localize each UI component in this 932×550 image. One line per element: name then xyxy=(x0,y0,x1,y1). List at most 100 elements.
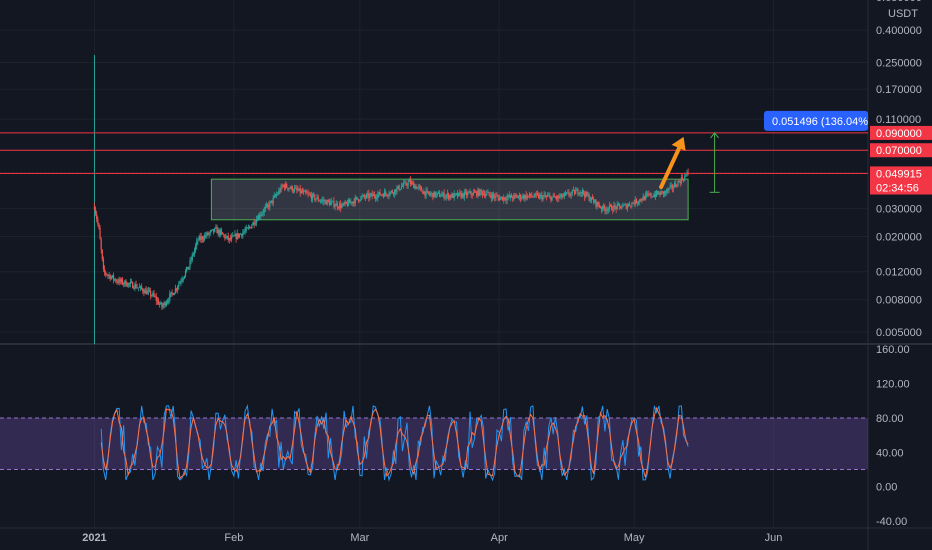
candle-body xyxy=(509,195,512,198)
candle-body xyxy=(361,196,363,198)
candle-body xyxy=(125,280,127,286)
candle-body xyxy=(307,193,309,195)
candle-body xyxy=(657,191,659,195)
candle-body xyxy=(269,202,271,208)
candle-body xyxy=(453,193,455,198)
x-tick-label: Mar xyxy=(350,532,369,544)
candle-body xyxy=(173,293,175,296)
candle-body xyxy=(563,193,566,196)
candle-body xyxy=(341,205,343,209)
candle-body xyxy=(464,191,467,193)
candle-body xyxy=(634,199,636,205)
candle-body xyxy=(396,188,398,193)
candle-body xyxy=(541,194,543,200)
candle-body xyxy=(367,193,369,195)
candle-body xyxy=(129,282,132,284)
candle-body xyxy=(182,278,184,280)
candle-body xyxy=(552,195,554,197)
candle-body xyxy=(485,194,487,197)
candle-body xyxy=(332,200,334,202)
candle-body xyxy=(445,195,447,197)
candle-body xyxy=(383,191,386,197)
measure-arrowhead xyxy=(710,132,719,139)
candle-body xyxy=(622,205,624,208)
candle-body xyxy=(227,235,229,240)
candle-body xyxy=(364,196,367,198)
candle-body xyxy=(350,201,352,203)
candle-body xyxy=(243,231,245,233)
candle-body xyxy=(259,215,261,217)
candle-body xyxy=(379,191,381,196)
candle-body xyxy=(139,286,142,288)
candle-body xyxy=(444,196,446,199)
candle-body xyxy=(615,206,617,210)
candle-body xyxy=(306,192,308,194)
candle-body xyxy=(560,193,562,197)
candle-body xyxy=(210,230,212,232)
candle-body xyxy=(413,182,415,189)
candle-body xyxy=(172,293,174,296)
candle-body xyxy=(196,240,198,246)
candle-body xyxy=(200,236,202,240)
price-tick-label: 0.400000 xyxy=(876,25,922,37)
candle-body xyxy=(666,189,668,193)
candle-body xyxy=(443,192,445,199)
candle-body xyxy=(313,194,315,195)
candle-body xyxy=(405,182,407,185)
candle-body xyxy=(400,186,402,190)
candle-body xyxy=(371,193,373,197)
candle-body xyxy=(533,196,535,198)
candle-body xyxy=(171,292,173,294)
candle-body xyxy=(616,204,618,210)
candle-body xyxy=(570,192,572,196)
price-tick-label: 0.110000 xyxy=(876,114,921,126)
candle-body xyxy=(595,199,597,207)
candle-body xyxy=(516,195,518,198)
price-tick-label: 0.650000 xyxy=(876,0,922,4)
candle-body xyxy=(347,200,350,206)
candle-body xyxy=(352,201,354,204)
candle-body xyxy=(208,233,210,235)
candle-body xyxy=(409,180,411,184)
candle-body xyxy=(636,202,639,204)
axis-layer: 2021 Feb Mar Apr May Jun 0.650000 0.400000 0.250… xyxy=(82,0,922,544)
candle-body xyxy=(119,279,121,282)
candle-body xyxy=(358,199,360,202)
candle-body xyxy=(154,296,156,297)
candle-body xyxy=(253,222,255,225)
candle-body xyxy=(566,192,568,194)
candle-body xyxy=(427,191,429,194)
candle-body xyxy=(151,295,153,297)
candle-body xyxy=(279,190,281,192)
candle-body xyxy=(512,197,514,199)
candle-body xyxy=(431,193,433,194)
candle-body xyxy=(454,193,456,195)
candle-body xyxy=(112,275,115,280)
candle-body xyxy=(635,199,637,204)
candle-body xyxy=(181,279,183,282)
candle-body xyxy=(272,197,274,203)
candle-body xyxy=(385,191,387,194)
candle-body xyxy=(486,192,488,195)
candle-body xyxy=(589,200,591,201)
candle-body xyxy=(128,283,130,284)
projection-arrow-shaft[interactable] xyxy=(659,142,683,190)
candle-body xyxy=(370,193,372,195)
price-tick-label: 0.030000 xyxy=(876,204,922,216)
candle-body xyxy=(319,201,322,202)
candle-body xyxy=(654,194,657,197)
candle-body xyxy=(549,195,551,197)
candle-body xyxy=(487,192,489,193)
candle-body xyxy=(198,236,200,241)
candle-body xyxy=(96,214,98,220)
candle-body xyxy=(605,209,607,211)
candle-body xyxy=(457,193,459,197)
candle-body xyxy=(327,200,329,202)
candle-body xyxy=(629,204,631,206)
measure-label-box[interactable] xyxy=(764,110,868,131)
candle-body xyxy=(381,194,383,196)
candle-body xyxy=(377,194,379,198)
candle-body xyxy=(228,238,230,240)
candle-body xyxy=(223,234,225,236)
